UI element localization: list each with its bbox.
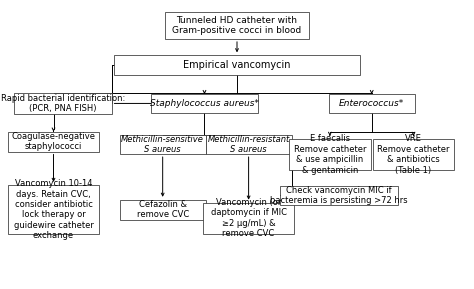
FancyBboxPatch shape [8,132,99,151]
Text: Methicillin-resistant
S aureus: Methicillin-resistant S aureus [208,135,290,154]
Text: Coagulase-negative
staphylococci: Coagulase-negative staphylococci [11,132,96,151]
FancyBboxPatch shape [373,139,454,170]
Text: Staphylococcus aureus*: Staphylococcus aureus* [150,99,259,108]
Text: E faecalis
Remove catheter
& use ampicillin
& gentamicin: E faecalis Remove catheter & use ampicil… [294,134,366,175]
Text: Cefazolin &
remove CVC: Cefazolin & remove CVC [137,200,189,219]
FancyBboxPatch shape [8,185,99,234]
FancyBboxPatch shape [114,55,360,75]
Text: Enterococcus*: Enterococcus* [339,99,404,108]
Text: Methicillin-sensitive
S aureus: Methicillin-sensitive S aureus [121,135,204,154]
FancyBboxPatch shape [165,12,309,39]
FancyBboxPatch shape [206,135,292,154]
FancyBboxPatch shape [289,139,371,170]
FancyBboxPatch shape [120,200,206,220]
FancyBboxPatch shape [280,186,399,205]
Text: Vancomycin 10-14
days. Retain CVC,
consider antibiotic
lock therapy or
guidewire: Vancomycin 10-14 days. Retain CVC, consi… [14,179,93,240]
FancyBboxPatch shape [203,203,294,234]
Text: Tunneled HD catheter with
Gram-positive cocci in blood: Tunneled HD catheter with Gram-positive … [173,16,301,35]
Text: VRE
Remove catheter
& antibiotics
(Table 1): VRE Remove catheter & antibiotics (Table… [377,134,450,175]
Text: Rapid bacterial identification:
(PCR, PNA FISH): Rapid bacterial identification: (PCR, PN… [0,94,125,113]
FancyBboxPatch shape [14,93,111,114]
FancyBboxPatch shape [120,135,206,154]
Text: Empirical vancomycin: Empirical vancomycin [183,60,291,70]
FancyBboxPatch shape [151,94,258,113]
Text: Vancomycin (or
daptomycin if MIC
≥2 μg/mL) &
remove CVC: Vancomycin (or daptomycin if MIC ≥2 μg/m… [210,198,287,238]
Text: Check vancomycin MIC if
bacteremia is persisting >72 hrs: Check vancomycin MIC if bacteremia is pe… [270,186,408,205]
FancyBboxPatch shape [329,94,415,113]
